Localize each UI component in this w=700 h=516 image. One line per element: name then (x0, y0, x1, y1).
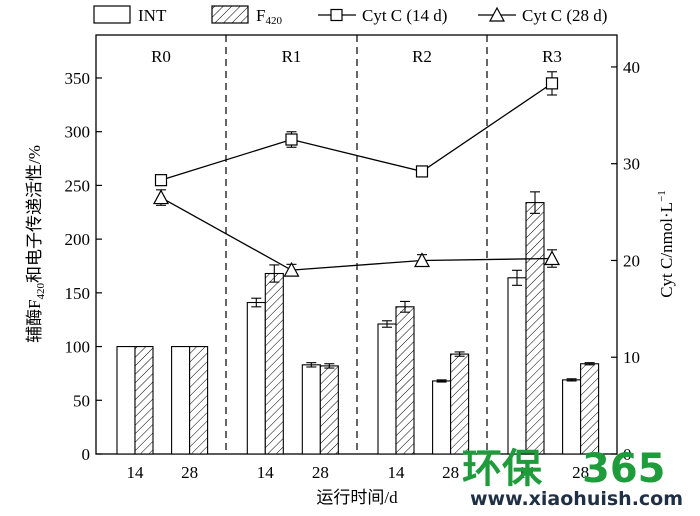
legend-marker-square (330, 8, 343, 22)
phase-label: R1 (282, 47, 302, 66)
point-square (415, 165, 429, 178)
x-tick-label: 14 (127, 463, 145, 482)
point-triangle (152, 189, 170, 205)
line-cyt28 (160, 197, 553, 271)
bar-int (377, 323, 397, 455)
watermark-num: 365 (582, 446, 666, 492)
bar-int (301, 364, 321, 455)
left-axis: 0 50 100 150 200 250 300 350 (65, 69, 102, 464)
x-tick-label: 28 (572, 463, 589, 482)
phase-label: R3 (542, 47, 562, 66)
bar-f420 (450, 353, 470, 455)
watermark: 环保 365 www.xiaohuish.com (462, 446, 683, 510)
lines (152, 71, 561, 277)
x-tick-label: 28 (312, 463, 329, 482)
x-tick-label: 14 (257, 463, 275, 482)
x-tick-label: 28 (181, 463, 198, 482)
phase-label: R0 (151, 47, 171, 66)
legend-marker-triangle (488, 6, 506, 22)
phase-label: R2 (412, 47, 432, 66)
phase-separators (225, 35, 488, 454)
legend-label-cyt14: Cyt C (14 d) (362, 6, 447, 25)
bar-int (507, 277, 527, 455)
left-tick-label: 0 (82, 445, 91, 464)
point-triangle (543, 250, 561, 266)
left-tick-label: 350 (65, 69, 91, 88)
right-tick-label: 0 (623, 445, 632, 464)
bar-f420 (319, 365, 339, 455)
left-tick-label: 250 (65, 176, 91, 195)
bars (116, 191, 600, 455)
left-tick-label: 50 (73, 391, 90, 410)
point-triangle (413, 252, 431, 268)
bar-f420 (580, 363, 600, 455)
right-tick-label: 30 (623, 155, 640, 174)
left-tick-label: 100 (65, 338, 91, 357)
x-axis-title: 运行时间/d (316, 488, 398, 507)
bar-f420 (395, 306, 415, 455)
watermark-cn: 环保 (462, 446, 543, 492)
right-axis: 0 10 20 30 40 (611, 58, 640, 464)
left-tick-label: 300 (65, 123, 91, 142)
bar-int (562, 379, 582, 455)
left-tick-label: 150 (65, 284, 91, 303)
point-square (154, 174, 168, 187)
point-square (285, 133, 298, 146)
x-tick-label: 28 (442, 463, 459, 482)
legend: INT F420 Cyt C (14 d) Cyt C (28 d) (93, 5, 607, 27)
x-tick-label: 14 (388, 463, 406, 482)
x-axis: 14 28 14 28 14 28 14 28 (127, 449, 589, 482)
legend-label-f420: F420 (256, 6, 282, 27)
bar-f420 (134, 346, 154, 455)
point-square (545, 77, 559, 90)
bar-f420 (525, 202, 545, 455)
bar-int (246, 301, 266, 455)
legend-label-cyt28: Cyt C (28 d) (522, 6, 607, 25)
point-triangle (283, 261, 300, 277)
right-tick-label: 40 (623, 58, 640, 77)
left-tick-label: 200 (65, 230, 91, 249)
bar-int (432, 380, 452, 455)
bar-int (116, 346, 136, 455)
bar-f420 (189, 346, 209, 455)
right-tick-label: 10 (623, 348, 640, 367)
legend-swatch-f420 (211, 5, 249, 24)
y-axis-title-left: 辅酶F420和电子传递活性/% (25, 145, 47, 343)
bar-f420 (264, 272, 284, 455)
x-tick-label: 14 (518, 463, 536, 482)
legend-label-int: INT (138, 6, 167, 25)
watermark-url: www.xiaohuish.com (470, 488, 683, 510)
y-axis-title-right: Cyt C/nmol·L−1 (656, 190, 676, 298)
bar-int (171, 346, 191, 455)
phase-labels: R0 R1 R2 R3 (151, 47, 562, 66)
line-cyt14 (160, 82, 553, 181)
right-tick-label: 20 (623, 251, 640, 270)
legend-swatch-int (93, 5, 131, 24)
